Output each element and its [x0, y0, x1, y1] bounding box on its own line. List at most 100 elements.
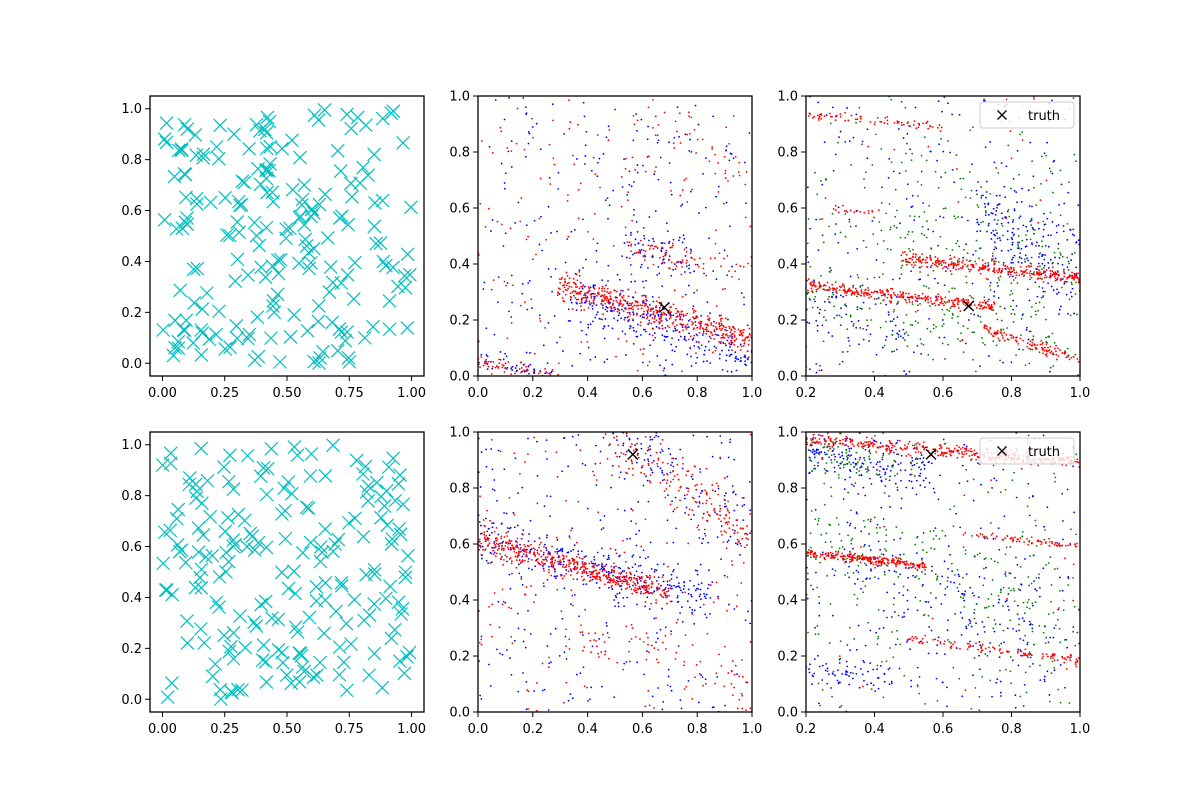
data-point	[498, 542, 501, 545]
data-point	[593, 474, 596, 477]
data-point	[635, 330, 638, 333]
data-point	[962, 325, 965, 328]
data-point	[916, 309, 919, 312]
data-point	[645, 314, 648, 316]
data-point	[644, 705, 647, 708]
data-point	[640, 466, 643, 469]
data-point	[617, 605, 620, 608]
data-point	[988, 298, 990, 301]
data-point	[665, 249, 668, 252]
data-point	[548, 571, 550, 574]
data-point	[503, 558, 505, 561]
data-point	[546, 559, 548, 562]
data-point	[1054, 271, 1057, 274]
data-point	[871, 220, 874, 222]
data-point	[535, 559, 538, 562]
data-point	[686, 326, 689, 329]
data-point	[572, 548, 575, 551]
data-point	[527, 453, 529, 456]
data-point	[221, 510, 235, 525]
data-point	[988, 304, 991, 307]
data-point	[157, 132, 172, 147]
data-point	[569, 693, 572, 696]
data-point	[653, 332, 656, 334]
data-point	[924, 261, 927, 264]
data-point	[658, 296, 660, 299]
data-point	[952, 265, 955, 268]
data-point	[259, 220, 274, 235]
data-point	[521, 584, 524, 586]
data-point	[889, 226, 892, 229]
data-point	[648, 333, 651, 336]
data-point	[729, 438, 732, 441]
data-point	[284, 676, 299, 691]
data-point	[925, 236, 928, 239]
data-point	[833, 287, 836, 290]
data-point	[814, 300, 816, 303]
data-point	[489, 562, 492, 564]
data-point	[615, 596, 618, 599]
data-point	[918, 260, 921, 263]
data-point	[867, 287, 869, 289]
data-point	[577, 553, 580, 555]
data-point	[1000, 249, 1003, 252]
data-point	[653, 576, 656, 578]
data-point	[953, 215, 956, 218]
data-point	[744, 532, 746, 535]
data-point	[1056, 271, 1059, 274]
data-point	[277, 481, 292, 496]
data-point	[605, 299, 608, 302]
data-point	[681, 203, 684, 206]
data-point	[483, 281, 486, 284]
data-point	[737, 358, 740, 361]
data-point	[1041, 253, 1044, 256]
data-point	[1067, 260, 1070, 263]
data-point	[1064, 352, 1066, 355]
data-point	[990, 305, 993, 308]
data-point	[1057, 355, 1060, 357]
data-point	[947, 264, 950, 267]
data-point	[852, 322, 855, 325]
data-point	[163, 446, 178, 461]
data-point	[571, 604, 574, 607]
data-point	[595, 249, 598, 252]
data-point	[303, 535, 318, 550]
data-point	[601, 569, 604, 571]
data-point	[1044, 254, 1047, 256]
data-point	[982, 220, 984, 223]
data-point	[1071, 283, 1073, 286]
data-point	[651, 254, 654, 257]
data-point	[668, 584, 671, 587]
data-point	[637, 304, 640, 307]
data-point	[359, 567, 373, 582]
data-point	[974, 250, 977, 252]
data-point	[672, 268, 675, 271]
data-point	[984, 265, 987, 267]
data-point	[1010, 248, 1012, 251]
data-point	[603, 293, 606, 296]
data-point	[879, 302, 882, 305]
data-point	[918, 124, 921, 126]
data-point	[592, 320, 594, 323]
data-point	[948, 310, 951, 312]
data-point	[667, 447, 670, 450]
data-point	[551, 560, 553, 563]
data-point	[563, 278, 566, 281]
data-point	[545, 547, 548, 549]
data-point	[914, 256, 917, 258]
data-point	[993, 290, 996, 293]
data-point	[1049, 351, 1052, 354]
data-point	[556, 560, 559, 563]
data-point	[694, 589, 697, 592]
data-point	[652, 310, 655, 313]
data-point	[969, 294, 971, 297]
data-point	[592, 300, 595, 302]
data-point	[1049, 269, 1052, 272]
y-tick-label: 0.2	[777, 314, 798, 329]
data-point	[519, 220, 522, 223]
data-point	[1010, 187, 1013, 190]
data-point	[597, 511, 600, 514]
data-point	[1012, 337, 1015, 339]
data-point	[1005, 334, 1008, 336]
data-point	[367, 597, 382, 611]
